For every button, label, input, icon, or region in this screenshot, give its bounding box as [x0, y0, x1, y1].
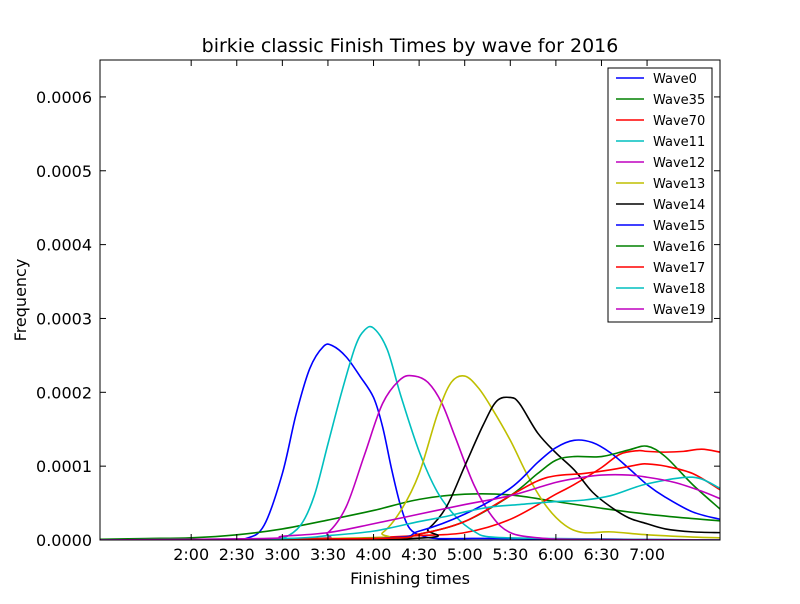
y-tick-label: 0.0002 — [36, 383, 92, 402]
legend-label: Wave19 — [653, 303, 705, 318]
x-tick-label: 3:30 — [310, 545, 346, 564]
chart-legend: Wave0 Wave35 Wave70 Wave11 Wave12 Wave13 Wave1… — [607, 67, 713, 323]
legend-item: Wave18 — [616, 282, 705, 297]
x-axis: 2:00 2:30 3:00 3:30 4:00 4:30 5:00 5:30 6:00 6:30… — [173, 60, 665, 564]
plot-frame — [99, 59, 721, 541]
series-line-wave35 — [100, 493, 720, 540]
chart-title: birkie classic Finish Times by wave for … — [202, 35, 619, 57]
series-line-wave17 — [100, 463, 720, 540]
y-tick-label: 0.0001 — [36, 457, 92, 476]
x-tick-label: 2:00 — [173, 545, 209, 564]
x-tick-label: 5:00 — [447, 545, 483, 564]
series-line-wave0 — [100, 343, 720, 540]
legend-label: Wave18 — [653, 282, 705, 297]
x-tick-label: 2:30 — [219, 545, 255, 564]
y-axis: 0.0000 0.0001 0.0002 0.0003 0.0004 0.0005 0.00… — [36, 88, 720, 550]
legend-label: Wave12 — [653, 156, 705, 171]
legend-item: Wave0 — [616, 72, 697, 87]
plot-area: 2:00 2:30 3:00 3:30 4:00 4:30 5:00 5:30 6:00 6:30… — [36, 59, 721, 564]
x-tick-label: 4:30 — [401, 545, 437, 564]
x-tick-label: 5:30 — [492, 545, 528, 564]
legend-item: Wave17 — [616, 261, 705, 276]
legend-label: Wave17 — [653, 261, 705, 276]
x-tick-label: 6:30 — [584, 545, 620, 564]
y-tick-label: 0.0003 — [36, 309, 92, 328]
legend-item: Wave19 — [616, 303, 705, 318]
legend-item: Wave13 — [616, 177, 705, 192]
legend-label: Wave11 — [653, 135, 705, 150]
legend-item: Wave16 — [616, 240, 705, 255]
legend-item: Wave14 — [616, 198, 705, 213]
x-tick-label: 7:00 — [629, 545, 665, 564]
legend-label: Wave70 — [653, 114, 705, 129]
x-tick-label: 4:00 — [356, 545, 392, 564]
legend-label: Wave14 — [653, 198, 705, 213]
series-line-wave13 — [100, 375, 720, 540]
legend-label: Wave16 — [653, 240, 705, 255]
y-tick-label: 0.0000 — [36, 531, 92, 550]
series-layer — [100, 325, 720, 540]
y-tick-label: 0.0006 — [36, 88, 92, 107]
y-tick-label: 0.0004 — [36, 236, 92, 255]
legend-item: Wave12 — [616, 156, 705, 171]
legend-label: Wave0 — [653, 72, 697, 87]
legend-label: Wave15 — [653, 219, 705, 234]
legend-box — [607, 67, 713, 323]
series-line-wave15 — [100, 439, 720, 540]
x-axis-title: Finishing times — [350, 569, 470, 588]
series-line-wave18 — [100, 476, 720, 540]
legend-label: Wave35 — [653, 93, 705, 108]
y-axis-title: Frequency — [11, 259, 30, 342]
series-line-wave11 — [100, 325, 720, 540]
x-tick-label: 3:00 — [264, 545, 300, 564]
y-tick-label: 0.0005 — [36, 162, 92, 181]
legend-item: Wave35 — [616, 93, 705, 108]
legend-item: Wave15 — [616, 219, 705, 234]
legend-item: Wave11 — [616, 135, 705, 150]
legend-label: Wave13 — [653, 177, 705, 192]
legend-item: Wave70 — [616, 114, 705, 129]
x-tick-label: 6:00 — [538, 545, 574, 564]
